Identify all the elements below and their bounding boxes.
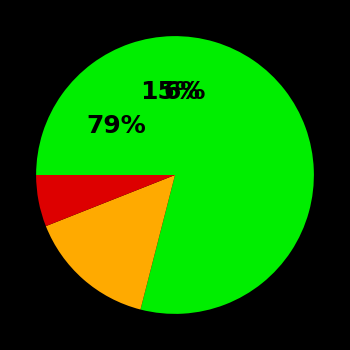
Text: 79%: 79% [86,114,146,138]
Text: 6%: 6% [164,80,206,104]
Wedge shape [36,36,314,314]
Wedge shape [36,175,175,226]
Text: 15%: 15% [140,80,200,104]
Wedge shape [46,175,175,309]
